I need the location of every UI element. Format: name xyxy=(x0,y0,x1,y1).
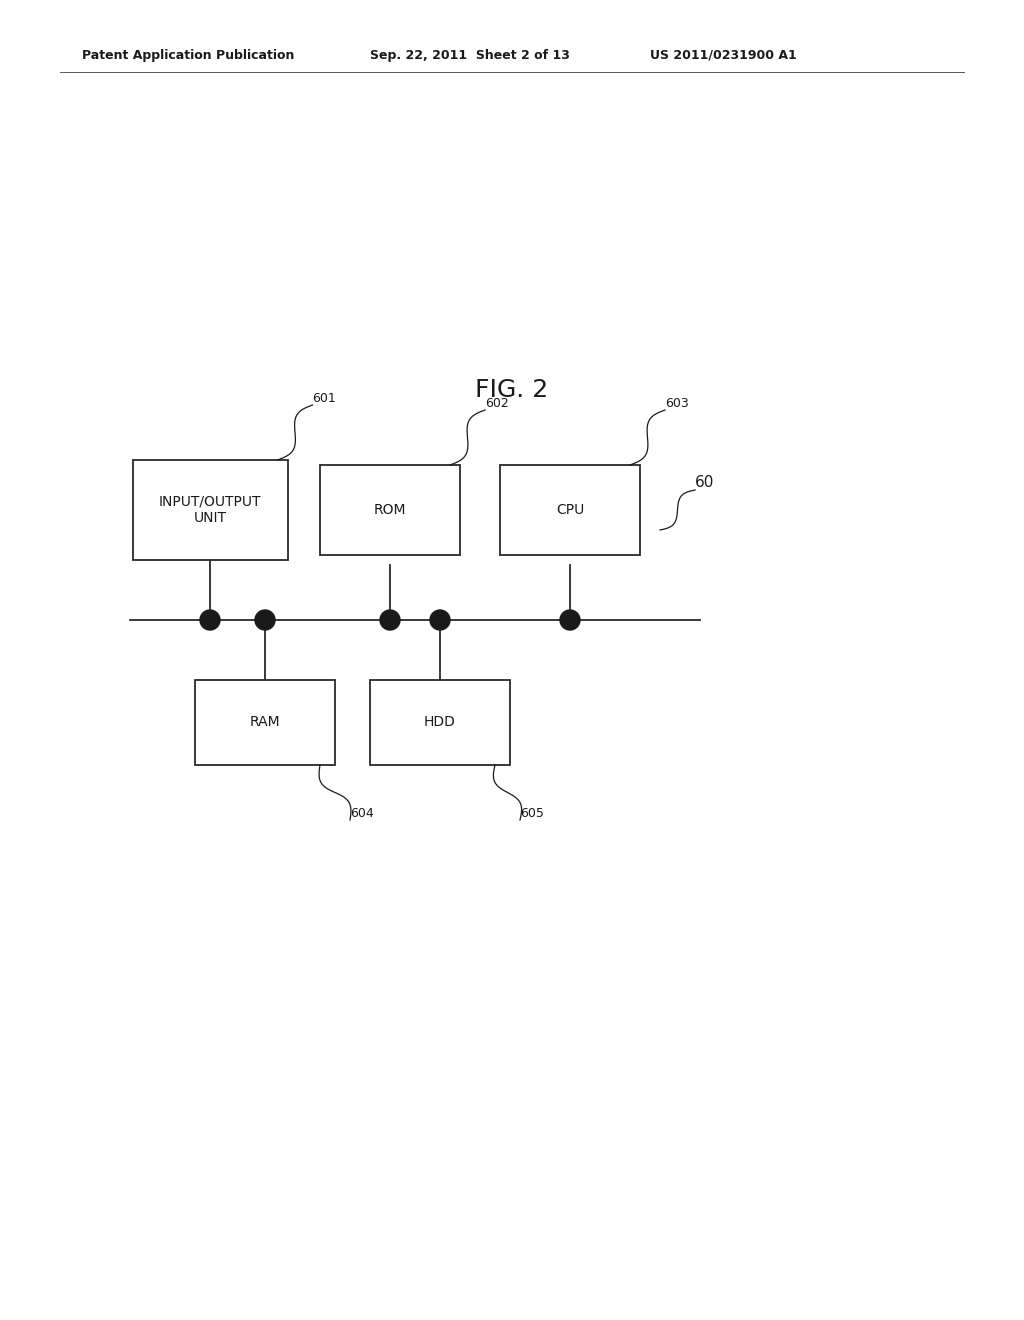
Text: Sep. 22, 2011  Sheet 2 of 13: Sep. 22, 2011 Sheet 2 of 13 xyxy=(370,49,570,62)
Circle shape xyxy=(380,610,400,630)
Text: 603: 603 xyxy=(665,397,689,411)
Text: HDD: HDD xyxy=(424,715,456,730)
Text: 601: 601 xyxy=(312,392,336,405)
Text: FIG. 2: FIG. 2 xyxy=(475,378,549,403)
Circle shape xyxy=(430,610,450,630)
Bar xyxy=(370,680,510,766)
Text: INPUT/OUTPUT
UNIT: INPUT/OUTPUT UNIT xyxy=(159,495,261,525)
Text: 605: 605 xyxy=(520,807,544,820)
Bar xyxy=(195,680,335,766)
Text: 602: 602 xyxy=(485,397,509,411)
Bar xyxy=(132,459,288,560)
Text: RAM: RAM xyxy=(250,715,281,730)
Text: CPU: CPU xyxy=(556,503,584,517)
Bar xyxy=(319,465,460,554)
Bar xyxy=(500,465,640,554)
Text: US 2011/0231900 A1: US 2011/0231900 A1 xyxy=(650,49,797,62)
Text: ROM: ROM xyxy=(374,503,407,517)
Text: Patent Application Publication: Patent Application Publication xyxy=(82,49,294,62)
Circle shape xyxy=(560,610,580,630)
Text: 60: 60 xyxy=(695,475,715,490)
Circle shape xyxy=(200,610,220,630)
Circle shape xyxy=(255,610,275,630)
Text: 604: 604 xyxy=(350,807,374,820)
